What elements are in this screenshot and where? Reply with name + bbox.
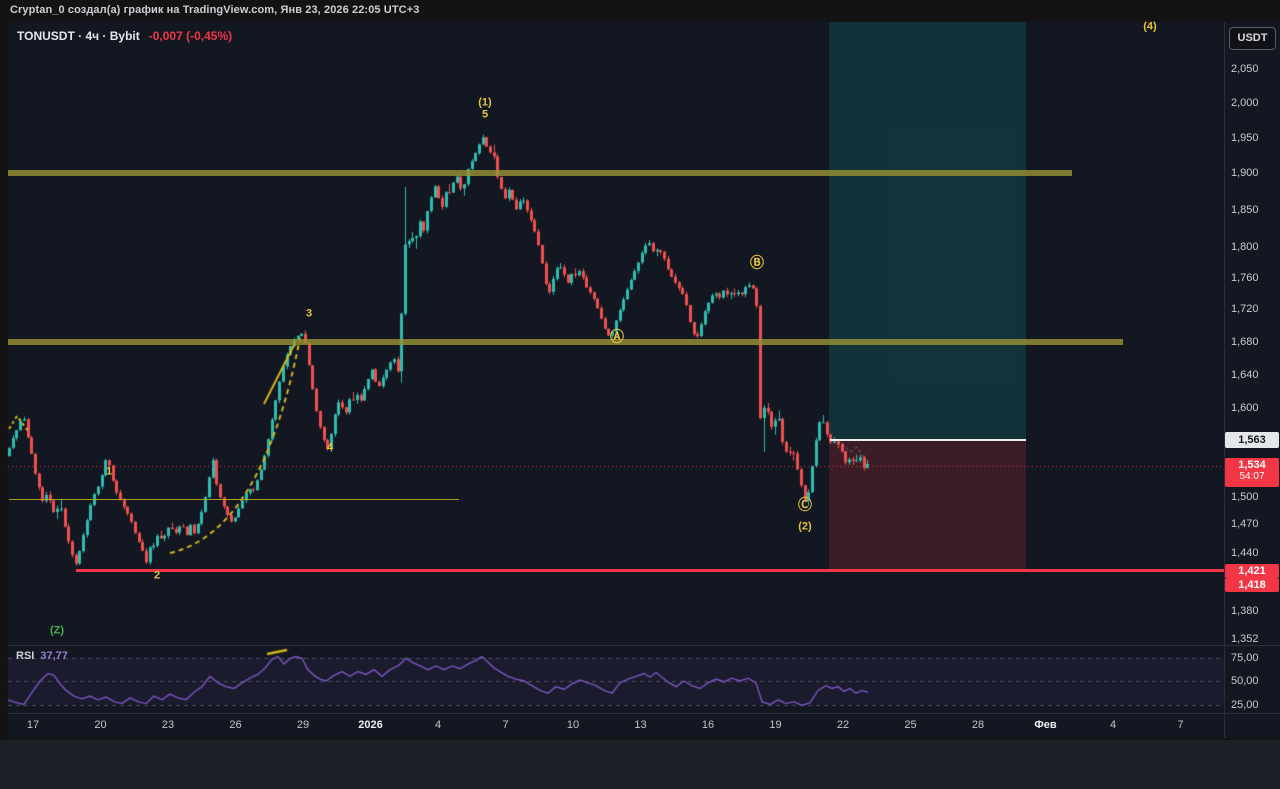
wave-label-Z[interactable]: (Z) [49, 624, 65, 637]
time-axis-label: 7 [502, 719, 509, 731]
time-axis-label: 25 [904, 719, 917, 731]
time-axis-label: 20 [94, 719, 107, 731]
time-axis-label: 19 [769, 719, 782, 731]
level-line-minor-level-yellow[interactable] [9, 498, 459, 500]
price-axis-label: 1,850 [1231, 203, 1259, 216]
level-line-entry-level-1563[interactable] [830, 439, 1026, 442]
wave-label-Ⓒ[interactable]: Ⓒ [798, 496, 812, 513]
price-axis-label: 1,500 [1231, 490, 1259, 503]
price-axis-label: 1,440 [1231, 546, 1259, 559]
time-axis-label: 17 [26, 719, 40, 731]
price-axis-label: 2,000 [1231, 97, 1259, 110]
symbol-legend[interactable]: TONUSDT · 4ч · Bybit -0,007 (-0,45%) [17, 29, 232, 43]
time-axis-label: 22 [836, 719, 850, 731]
price-axis-label: 1,950 [1231, 131, 1259, 144]
wave-label-4[interactable]: (4) [1143, 20, 1157, 33]
price-axis-label: 1,760 [1231, 271, 1259, 284]
level-line-support-level-1421[interactable] [76, 569, 1225, 573]
wave-label-5[interactable]: 5 [481, 108, 489, 121]
time-axis-label: 2026 [358, 719, 383, 731]
time-axis-label: 10 [566, 719, 580, 731]
alert-badge-1418: 1,418 [1225, 577, 1279, 592]
price-axis-label: 1,680 [1231, 335, 1259, 348]
price-axis-label: 1,900 [1231, 167, 1259, 180]
price-axis-label: 1,720 [1231, 303, 1259, 316]
rsi-axis-label: 75,00 [1231, 651, 1259, 664]
price-axis-label: 1,800 [1231, 241, 1259, 254]
time-axis-label: 23 [161, 719, 175, 731]
wave-label-2[interactable]: 2 [153, 569, 161, 582]
rsi-label: RSI [16, 650, 35, 662]
wave-label-3[interactable]: 3 [305, 307, 313, 320]
time-axis-label: Фев [1034, 719, 1057, 731]
wave-label-1[interactable]: (1) [478, 96, 492, 109]
price-axis-border [1224, 22, 1225, 738]
bar-countdown: 54:07 [1239, 471, 1265, 482]
price-axis-label: 1,640 [1231, 368, 1259, 381]
time-axis-border [8, 713, 1280, 714]
symbol-title[interactable]: TONUSDT · 4ч · Bybit [17, 29, 140, 43]
time-axis-label: 28 [971, 719, 985, 731]
time-axis-label: 4 [1109, 719, 1117, 731]
wave-label-4[interactable]: 4 [326, 441, 334, 454]
pane-separator [8, 645, 1280, 646]
time-axis-label: 7 [1177, 719, 1184, 731]
last-price-value: 1,534 [1238, 459, 1266, 471]
price-axis-label: 1,600 [1231, 402, 1259, 415]
wave-label-Ⓐ[interactable]: Ⓐ [610, 328, 624, 345]
price-marker-badge: 1,563 [1225, 432, 1279, 449]
wave-label-2[interactable]: (2) [798, 520, 812, 533]
last-price-badge: 1,534 54:07 [1225, 458, 1279, 487]
price-change: -0,007 (-0,45%) [148, 29, 233, 43]
time-axis-label: 16 [701, 719, 715, 731]
time-axis-label: 26 [229, 719, 242, 731]
time-axis-label: 4 [434, 719, 442, 731]
currency-toggle-button[interactable]: USDT [1229, 27, 1276, 50]
wave-label-Ⓑ[interactable]: Ⓑ [750, 254, 764, 271]
time-axis-label: 29 [296, 719, 310, 731]
bottom-toolbar: TradingView [0, 740, 1280, 789]
price-axis-label: 1,470 [1231, 518, 1259, 531]
rsi-axis-label: 25,00 [1231, 698, 1259, 711]
rsi-legend[interactable]: RSI 37,77 [16, 650, 68, 662]
price-axis-label: 1,352 [1231, 632, 1259, 645]
alert-badge-1421: 1,421 [1225, 563, 1279, 578]
wave-label-1[interactable]: 1 [105, 465, 113, 478]
rsi-value: 37,77 [40, 650, 68, 662]
level-line-resistance-mid-1680[interactable] [8, 338, 1123, 345]
level-line-resistance-upper-1900[interactable] [8, 170, 1072, 177]
rsi-axis-label: 50,00 [1231, 675, 1259, 687]
time-axis-label: 13 [634, 719, 647, 731]
price-axis-label: 2,050 [1231, 63, 1259, 76]
price-axis-label: 1,380 [1231, 604, 1259, 617]
